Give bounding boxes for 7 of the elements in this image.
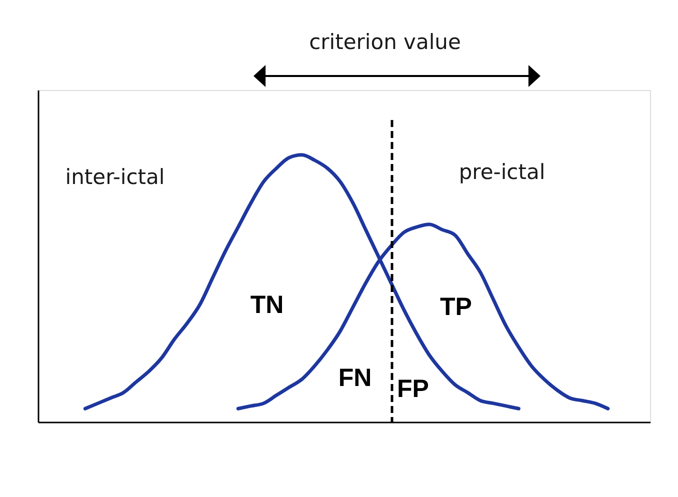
annotation: FN [338,364,372,392]
annotation: TP [440,293,472,321]
annotation: TN [250,291,284,319]
annotation: FP [397,375,429,403]
annotation: pre-ictal [458,160,546,184]
annotation: inter-ictal [65,165,165,189]
text: criterion value [309,30,461,54]
